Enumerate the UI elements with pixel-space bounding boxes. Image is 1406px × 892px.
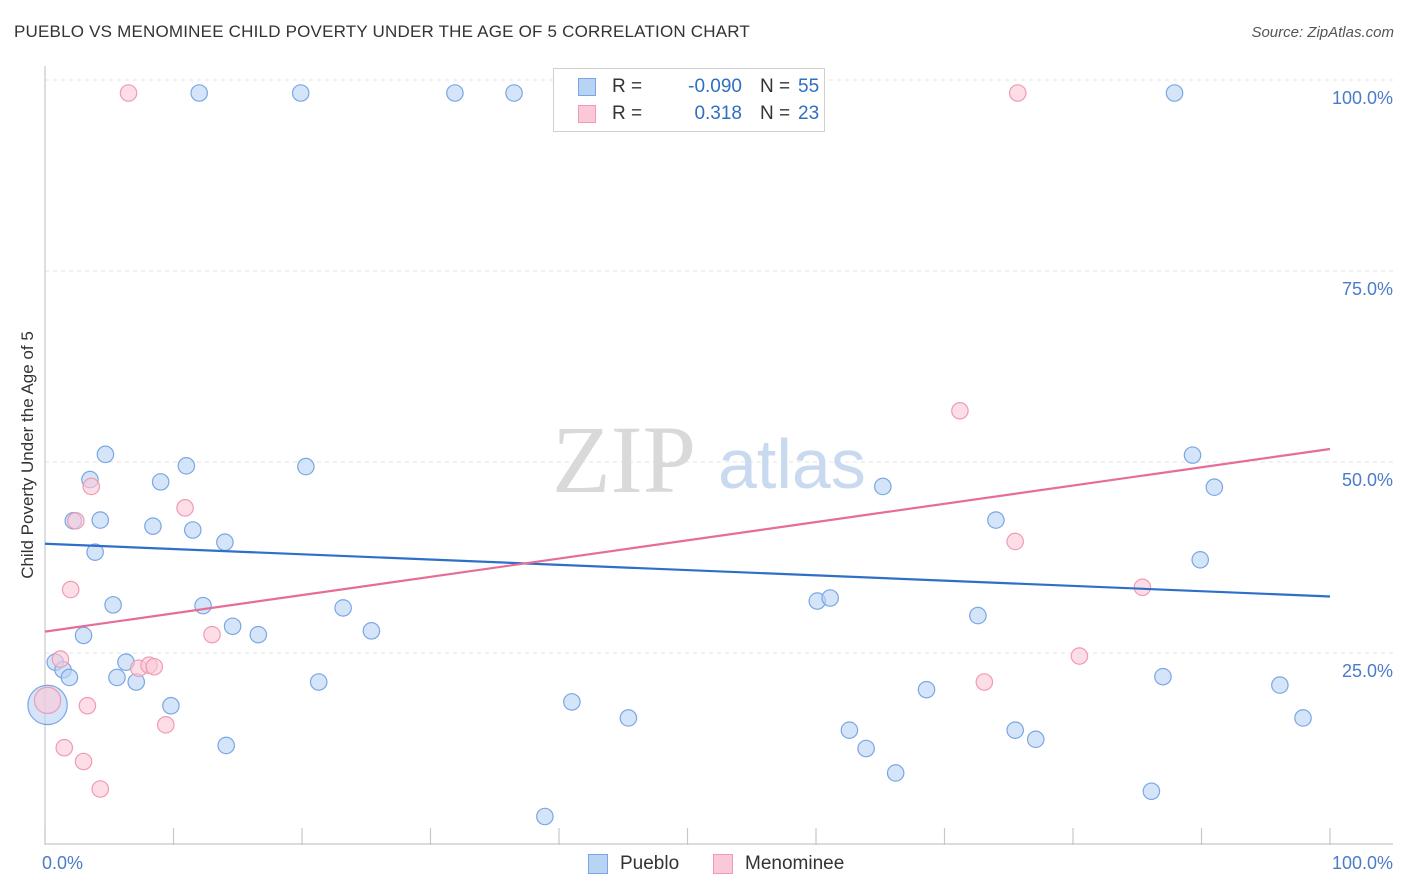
point-pueblo [297, 457, 315, 476]
point-pueblo [840, 721, 859, 739]
point-pueblo [291, 84, 310, 102]
point-pueblo [1183, 446, 1202, 464]
point-pueblo [857, 739, 875, 758]
point-pueblo [91, 511, 110, 529]
trend-line-menominee [44, 447, 1331, 633]
source-label: Source: ZipAtlas.com [1251, 24, 1394, 41]
point-pueblo [151, 473, 170, 491]
point-pueblo [60, 668, 79, 687]
legend-n-value: 23 [798, 103, 820, 124]
point-pueblo [223, 617, 242, 636]
point-menominee [78, 696, 97, 715]
point-pueblo [1165, 84, 1184, 102]
point-pueblo [183, 521, 202, 539]
bottom-legend-label-menominee: Menominee [745, 853, 845, 874]
point-pueblo [194, 596, 212, 615]
x-tick-label-right: 100.0% [1332, 853, 1393, 873]
point-pueblo [334, 599, 352, 617]
point-pueblo [362, 622, 381, 640]
point-pueblo [86, 543, 104, 561]
point-menominee [82, 477, 101, 496]
point-pueblo [917, 680, 936, 699]
point-menominee [33, 686, 62, 715]
point-pueblo [619, 709, 638, 727]
legend-r-label: R = [612, 76, 643, 97]
point-menominee [203, 625, 221, 644]
point-pueblo [821, 589, 839, 607]
point-menominee [55, 738, 74, 757]
point-menominee [51, 650, 70, 668]
point-menominee [951, 402, 969, 420]
legend-n-value: 55 [798, 76, 820, 97]
point-pueblo [1271, 676, 1289, 694]
grid-lines [45, 79, 1393, 654]
bottom-legend-swatch-menominee [713, 854, 733, 874]
trend-line-pueblo [44, 542, 1331, 598]
point-pueblo [446, 84, 464, 102]
bottom-legend-label-pueblo: Pueblo [620, 853, 680, 874]
y-tick-label: 75.0% [1342, 279, 1393, 299]
legend-swatch-pueblo [578, 78, 596, 96]
point-pueblo [190, 84, 208, 102]
legend-r-value: -0.090 [688, 76, 742, 97]
point-pueblo [96, 445, 115, 464]
point-menominee [975, 673, 994, 691]
point-pueblo [874, 477, 892, 496]
legend-n-label: N = [760, 103, 791, 124]
point-menominee [119, 84, 138, 102]
watermark-atlas: atlas [718, 425, 866, 503]
point-pueblo [563, 693, 581, 711]
bottom-legend-swatch-pueblo [588, 854, 608, 874]
point-menominee [1133, 578, 1152, 597]
point-pueblo [74, 626, 93, 645]
point-menominee [61, 580, 80, 599]
point-pueblo [1154, 667, 1172, 686]
point-pueblo [177, 457, 196, 475]
chart-title: PUEBLO VS MENOMINEE CHILD POVERTY UNDER … [14, 22, 751, 41]
y-tick-label: 25.0% [1342, 661, 1393, 681]
point-pueblo [144, 517, 162, 535]
point-pueblo [104, 596, 122, 614]
legend-swatch-menominee [578, 105, 596, 123]
point-pueblo [536, 807, 554, 826]
point-pueblo [309, 673, 328, 691]
point-pueblo [1191, 550, 1210, 569]
point-pueblo [162, 696, 180, 715]
point-menominee [145, 657, 164, 676]
point-pueblo [1026, 730, 1045, 749]
point-menominee [176, 499, 194, 517]
x-tick-label-left: 0.0% [42, 853, 83, 873]
point-menominee [67, 512, 85, 530]
point-pueblo [505, 84, 523, 102]
point-pueblo [1142, 782, 1161, 801]
point-pueblo [216, 533, 234, 552]
point-menominee [1008, 84, 1027, 102]
watermark-zip: ZIP [552, 406, 696, 513]
legend-r-value: 0.318 [694, 103, 742, 124]
y-tick-label: 100.0% [1332, 88, 1393, 108]
trend-lines [44, 447, 1331, 633]
point-menominee [91, 780, 110, 798]
point-pueblo [969, 606, 987, 625]
point-pueblo [1205, 478, 1224, 497]
legend-n-label: N = [760, 76, 791, 97]
point-pueblo [1294, 709, 1312, 727]
data-points [27, 84, 1312, 826]
watermark: ZIP atlas [552, 406, 866, 513]
point-menominee [74, 752, 93, 771]
y-tick-label: 50.0% [1342, 470, 1393, 490]
point-pueblo [108, 668, 126, 687]
tick-labels: 25.0% 50.0% 75.0% 100.0% 0.0% 100.0% [42, 88, 1393, 873]
point-pueblo [987, 511, 1005, 529]
legend-r-label: R = [612, 103, 643, 124]
point-menominee [156, 716, 175, 734]
point-menominee [1070, 647, 1089, 665]
point-menominee [1006, 532, 1024, 551]
point-pueblo [249, 625, 268, 644]
correlation-legend: R = -0.090 N = 55 R = 0.318 N = 23 [553, 68, 825, 132]
point-pueblo [217, 736, 235, 755]
point-pueblo [1006, 721, 1024, 739]
point-pueblo [886, 764, 905, 782]
